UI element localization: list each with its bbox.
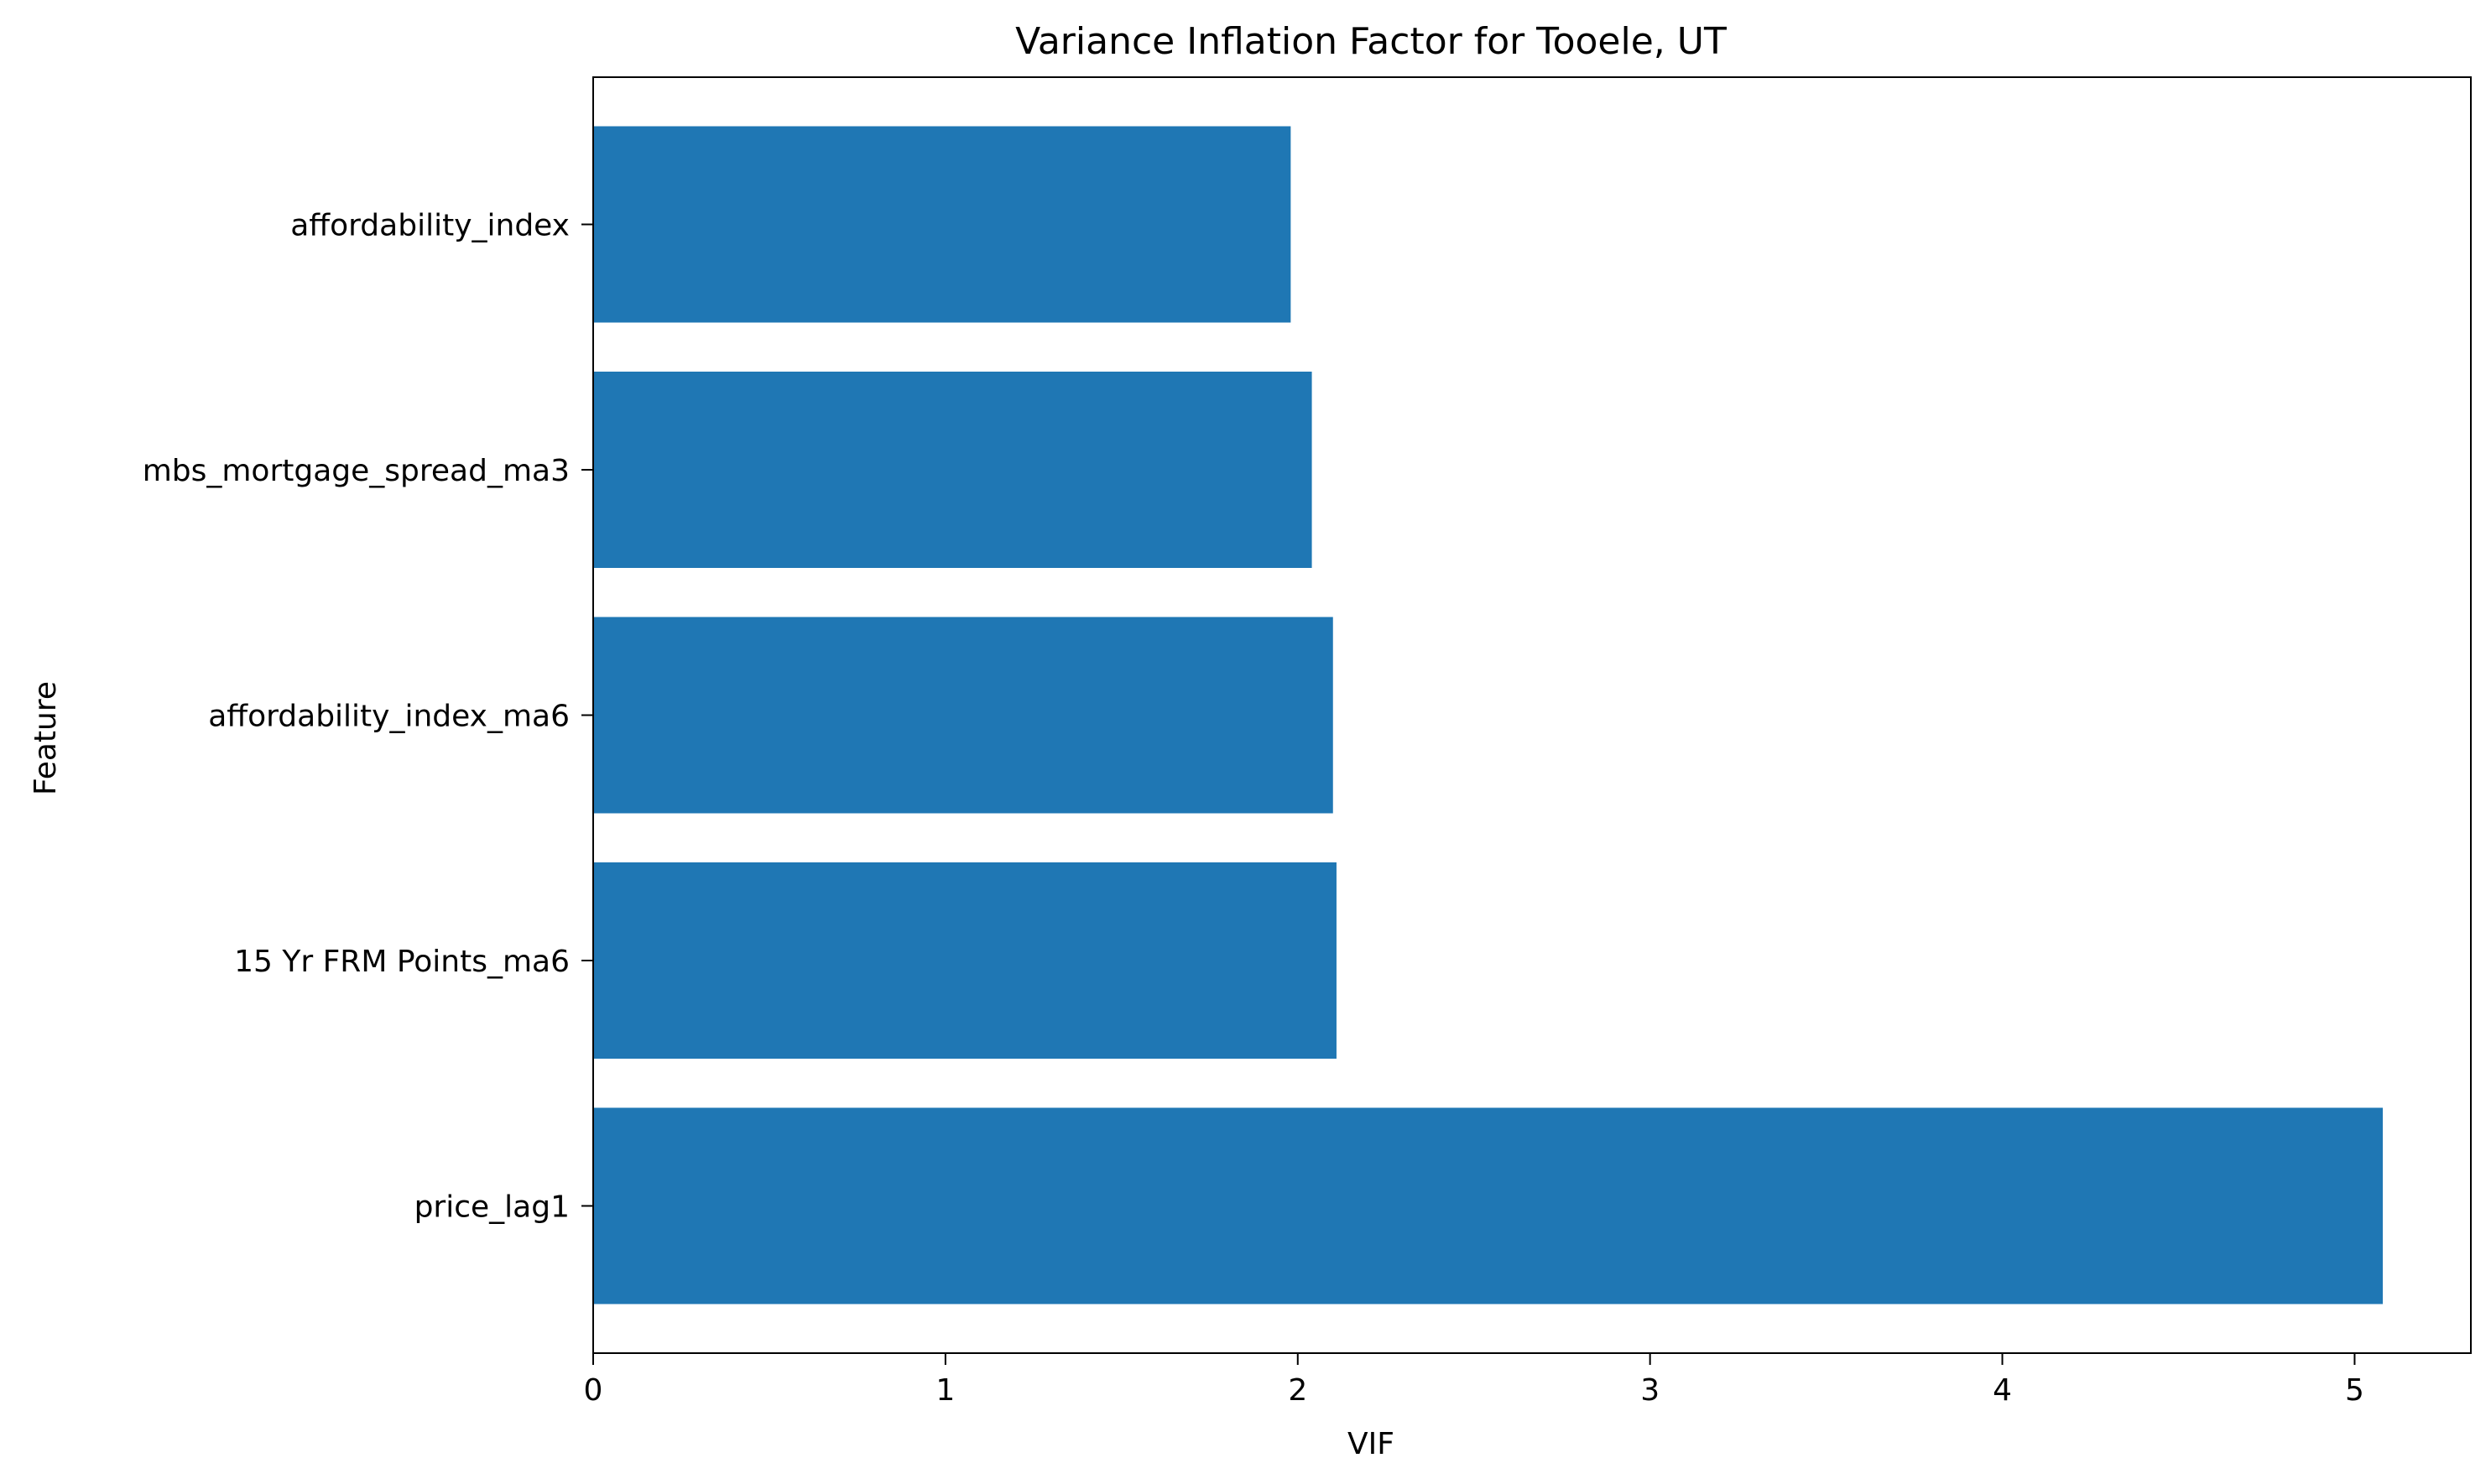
x-tick-label-1: 1 bbox=[935, 1373, 955, 1408]
chart-title: Variance Inflation Factor for Tooele, UT bbox=[1015, 20, 1727, 63]
x-tick-label-5: 5 bbox=[2345, 1373, 2364, 1408]
bars-group bbox=[593, 126, 2384, 1304]
y-tick-label-4: price_lag1 bbox=[414, 1190, 570, 1225]
y-tick-label-3: 15 Yr FRM Points_ma6 bbox=[234, 945, 570, 979]
bar-3 bbox=[593, 862, 1337, 1059]
bar-2 bbox=[593, 617, 1333, 814]
bar-0 bbox=[593, 126, 1291, 323]
y-axis-label: Feature bbox=[29, 681, 63, 795]
y-axis-ticks: affordability_index mbs_mortgage_spread_m… bbox=[143, 209, 593, 1225]
bar-1 bbox=[593, 372, 1312, 568]
y-tick-label-2: affordability_index_ma6 bbox=[208, 700, 570, 734]
x-tick-label-3: 3 bbox=[1640, 1373, 1660, 1408]
x-axis-ticks: 0 1 2 3 4 5 bbox=[584, 1353, 2364, 1408]
x-tick-label-0: 0 bbox=[584, 1373, 603, 1408]
x-axis-label: VIF bbox=[1347, 1427, 1394, 1461]
y-tick-label-1: mbs_mortgage_spread_ma3 bbox=[143, 454, 570, 488]
x-tick-label-4: 4 bbox=[1993, 1373, 2012, 1408]
bar-4 bbox=[593, 1107, 2384, 1304]
plot-frame bbox=[592, 76, 2472, 1354]
y-tick-label-0: affordability_index bbox=[290, 209, 570, 243]
x-tick-label-2: 2 bbox=[1288, 1373, 1307, 1408]
